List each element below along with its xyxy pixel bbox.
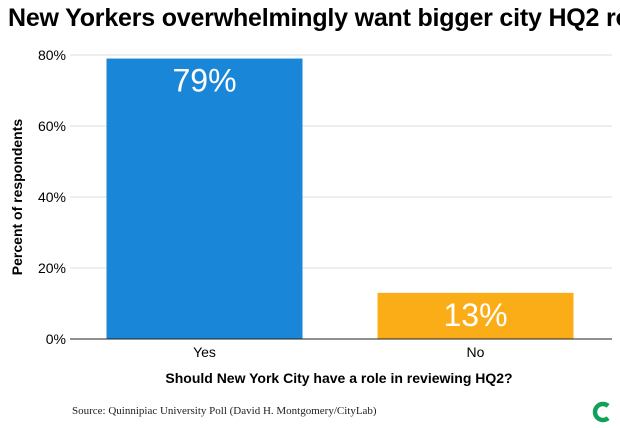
- bars: 79% 13%: [106, 58, 574, 340]
- bar-yes: [106, 58, 303, 340]
- x-tick-label: Yes: [193, 344, 216, 360]
- bar-value-label: 13%: [443, 297, 507, 333]
- y-axis-title: Percent of respondents: [9, 119, 25, 276]
- y-tick-label: 60%: [38, 118, 66, 134]
- citylab-c-logo-icon: [592, 401, 610, 423]
- bar-value-label: 79%: [172, 63, 236, 99]
- axes: 0% 20% 40% 60% 80% Yes No: [38, 47, 612, 360]
- y-tick-label: 20%: [38, 260, 66, 276]
- y-tick-label: 80%: [38, 47, 66, 63]
- y-tick-label: 40%: [38, 189, 66, 205]
- bar-no: [377, 292, 574, 339]
- x-axis-title: Should New York City have a role in revi…: [165, 370, 512, 386]
- chart-title: New Yorkers overwhelmingly want bigger c…: [8, 4, 620, 32]
- x-tick-label: No: [467, 344, 485, 360]
- source-note: Source: Quinnipiac University Poll (Davi…: [72, 405, 377, 417]
- y-tick-label: 0%: [46, 331, 66, 347]
